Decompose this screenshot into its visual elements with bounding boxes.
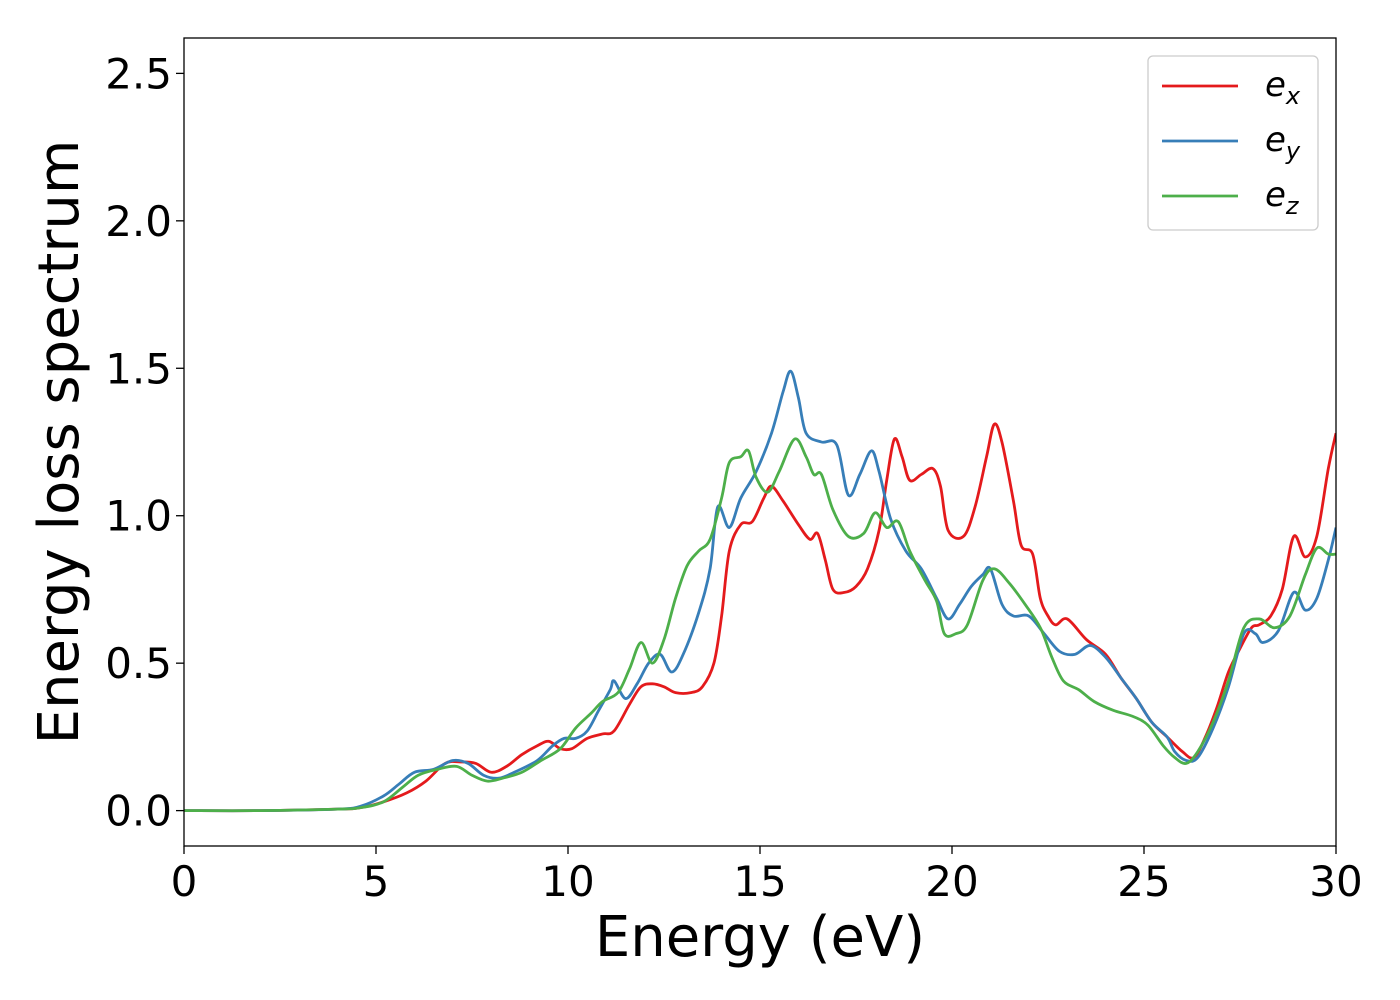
series-line-y (184, 369, 1336, 813)
x-tick-label: 10 (541, 857, 594, 906)
y-tick-label: 2.5 (105, 49, 172, 98)
x-axis-label: Energy (eV) (595, 905, 925, 970)
legend-label-x: ex (1265, 65, 1301, 110)
legend-box (1147, 55, 1319, 231)
x-tick-label: 5 (363, 857, 390, 906)
y-tick-label: 0.0 (105, 787, 172, 836)
x-tick-label: 30 (1309, 857, 1362, 906)
x-tick-label: 15 (733, 857, 786, 906)
y-tick-label: 1.0 (105, 492, 172, 541)
series-layer (184, 369, 1336, 813)
x-tick-label: 25 (1117, 857, 1170, 906)
y-tick-label: 1.5 (105, 344, 172, 393)
x-axis: 0 5 10 15 20 25 30 (171, 846, 1363, 906)
legend-items: ex ey ez (1162, 65, 1301, 220)
x-tick-label: 0 (171, 857, 198, 906)
legend-label-z: ez (1265, 175, 1300, 220)
y-tick-label: 2.0 (105, 197, 172, 246)
y-axis: 0.0 0.5 1.0 1.5 2.0 2.5 (105, 49, 184, 836)
x-tick-label: 20 (925, 857, 978, 906)
y-axis-label: Energy loss spectrum (27, 140, 92, 745)
y-tick-label: 0.5 (105, 639, 172, 688)
series-line-x (184, 422, 1336, 813)
legend: ex ey ez (1147, 55, 1319, 231)
legend-label-y: ey (1265, 120, 1301, 165)
series-line-z (184, 437, 1336, 813)
